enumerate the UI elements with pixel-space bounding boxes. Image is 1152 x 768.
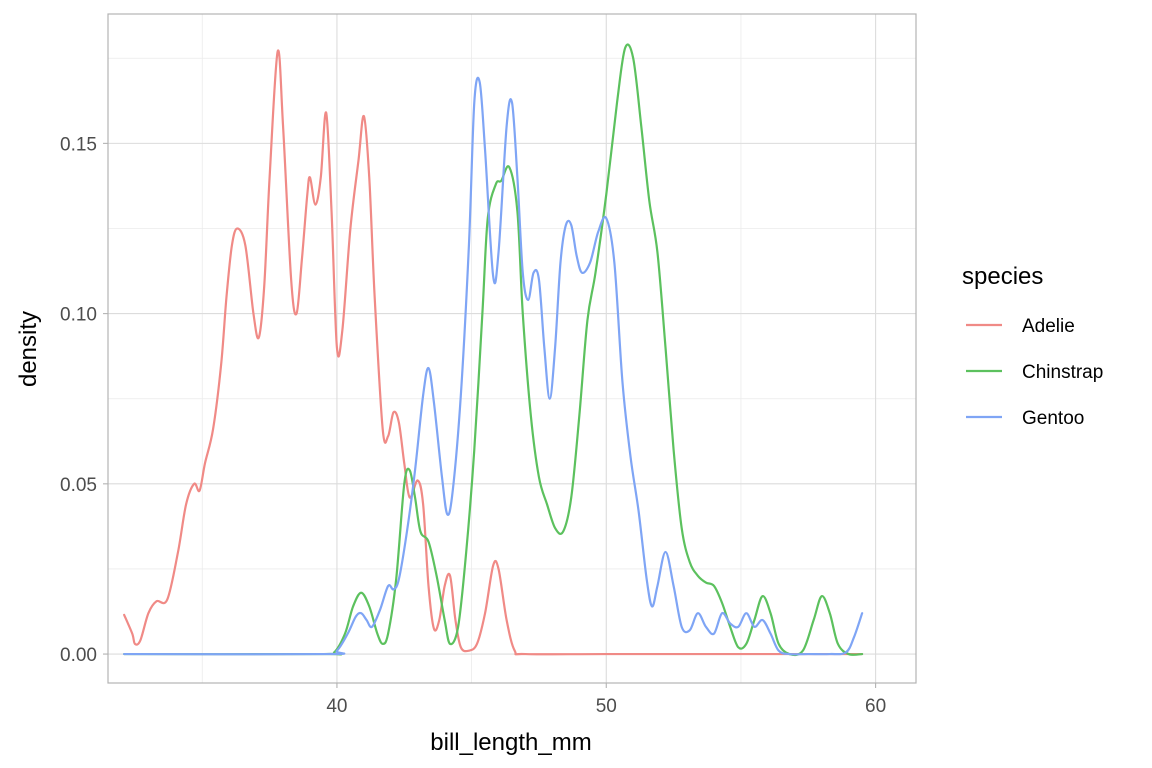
y-tick-label: 0.15	[60, 134, 97, 155]
legend-items: Adelie Chinstrap Gentoo	[966, 316, 1103, 429]
panel-border	[107, 13, 917, 684]
y-tick-label: 0.05	[60, 475, 97, 496]
y-axis-ticks: 0.00 0.05 0.10 0.15	[60, 134, 108, 666]
x-tick-label: 50	[596, 696, 617, 717]
x-tick-label: 60	[865, 696, 886, 717]
x-axis-title: bill_length_mm	[430, 729, 591, 756]
series-line-chinstrap	[123, 43, 864, 657]
series-line-adelie	[123, 49, 864, 656]
x-axis-ticks: 40 50 60	[326, 683, 886, 717]
y-tick-label: 0.00	[60, 645, 97, 666]
series-line-gentoo	[123, 76, 864, 656]
legend-label-chinstrap: Chinstrap	[1022, 362, 1103, 383]
y-axis-title: density	[15, 311, 42, 387]
x-tick-label: 40	[326, 696, 347, 717]
legend-label-adelie: Adelie	[1022, 316, 1075, 337]
minor-gridlines	[108, 14, 916, 683]
legend-label-gentoo: Gentoo	[1022, 408, 1084, 429]
legend: species Adelie Chinstrap Gentoo	[962, 263, 1103, 429]
y-tick-label: 0.10	[60, 305, 97, 326]
series-lines	[123, 43, 864, 657]
legend-title: species	[962, 263, 1043, 290]
